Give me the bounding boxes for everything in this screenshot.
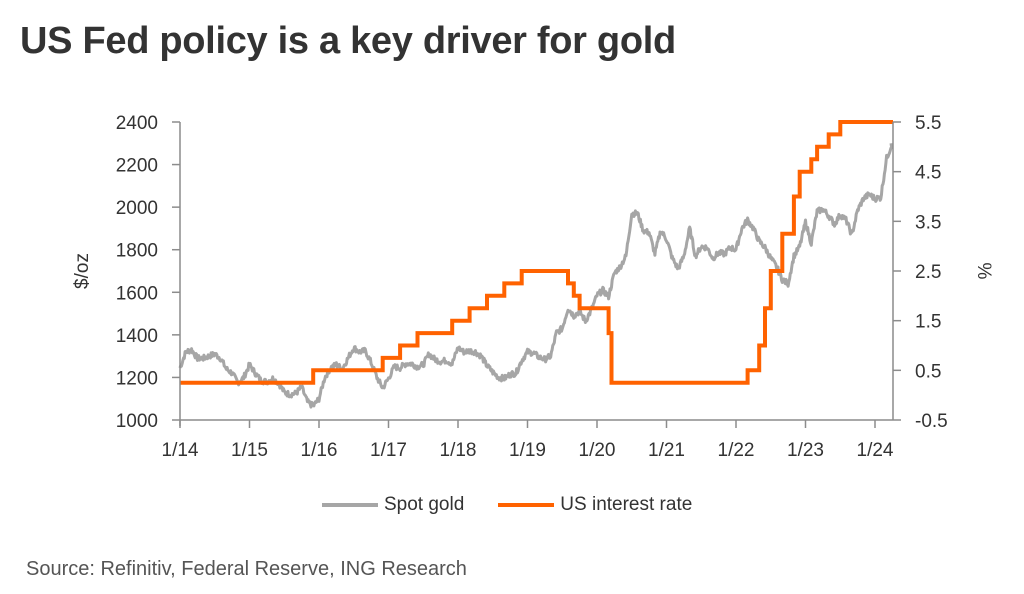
- source-note: Source: Refinitiv, Federal Reserve, ING …: [26, 558, 467, 580]
- x-tick-label: 1/21: [648, 440, 685, 461]
- x-tick-label: 1/20: [579, 440, 616, 461]
- chart-title: US Fed policy is a key driver for gold: [20, 20, 676, 62]
- x-tick-label: 1/15: [231, 440, 268, 461]
- axes-layer: 1000 1200 1400 1600 1800 2000 2200 2400 -0.5 0.5 1…: [116, 113, 948, 461]
- y-right-tick-label: 0.5: [915, 361, 941, 382]
- y-left-tick-label: 1400: [116, 326, 158, 347]
- legend-swatch-rate: [498, 503, 555, 507]
- y-right-tick-label: 4.5: [915, 163, 941, 184]
- legend-item-spot-gold: Spot gold: [322, 494, 464, 516]
- y-right-tick-label: -0.5: [915, 411, 948, 432]
- y-left-tick-label: 1600: [116, 283, 158, 304]
- x-tick-label: 1/14: [162, 440, 199, 461]
- y-left-tick-label: 2400: [116, 113, 158, 134]
- y-left-tick-label: 1800: [116, 241, 158, 262]
- y-left-tick-label: 2200: [116, 156, 158, 177]
- y-right-tick-label: 3.5: [915, 212, 941, 233]
- series-spot-gold-line: [178, 143, 894, 409]
- legend-item-us-interest-rate: US interest rate: [498, 494, 692, 516]
- legend-label-gold: Spot gold: [384, 494, 465, 515]
- legend: Spot gold US interest rate: [322, 494, 726, 516]
- x-tick-label: 1/23: [787, 440, 824, 461]
- x-tick-label: 1/17: [370, 440, 407, 461]
- x-tick-label: 1/19: [509, 440, 546, 461]
- series-layer: [178, 120, 894, 409]
- y-axis-right-title: %: [973, 263, 994, 280]
- y-left-tick-label: 2000: [116, 198, 158, 219]
- y-left-tick-label: 1000: [116, 411, 158, 432]
- x-tick-label: 1/24: [857, 440, 894, 461]
- x-tick-label: 1/16: [301, 440, 338, 461]
- y-axis-left-title: $/oz: [72, 253, 93, 289]
- y-right-tick-label: 5.5: [915, 113, 941, 134]
- y-right-tick-label: 2.5: [915, 262, 941, 283]
- y-right-tick-label: 1.5: [915, 312, 941, 333]
- legend-swatch-gold: [322, 503, 378, 507]
- legend-label-rate: US interest rate: [560, 494, 693, 515]
- x-tick-label: 1/18: [440, 440, 477, 461]
- series-us-interest-rate-line: [180, 120, 893, 385]
- x-tick-label: 1/22: [718, 440, 755, 461]
- y-left-tick-label: 1200: [116, 368, 158, 389]
